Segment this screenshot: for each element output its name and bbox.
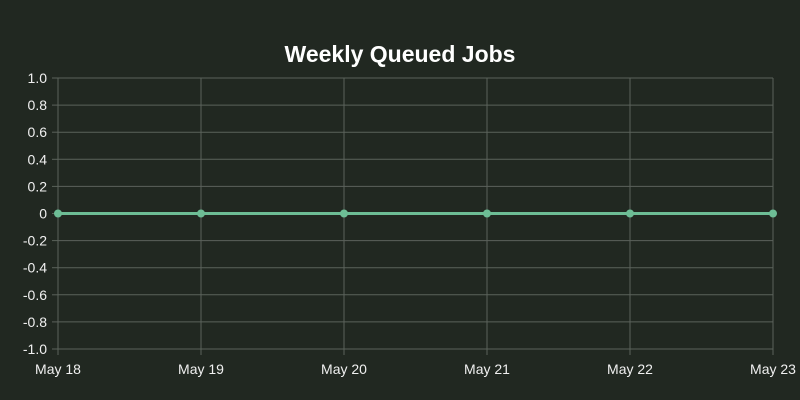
data-point bbox=[340, 209, 348, 218]
x-tick-label: May 22 bbox=[607, 361, 653, 377]
y-tick-label: -0.8 bbox=[23, 314, 47, 330]
x-tick-label: May 21 bbox=[464, 361, 510, 377]
data-point bbox=[626, 209, 634, 218]
series-layer bbox=[54, 209, 777, 218]
x-tick-label: May 18 bbox=[35, 361, 81, 377]
y-axis-ticks: 1.0 0.8 0.6 0.4 0.2 0 -0.2 -0.4 -0.6 -0.8 -1.0 bbox=[23, 70, 47, 357]
x-tick-label: May 19 bbox=[178, 361, 224, 377]
y-tick-label: -1.0 bbox=[23, 341, 47, 357]
y-tick-label: 0.8 bbox=[28, 97, 48, 113]
y-tick-label: -0.2 bbox=[23, 233, 47, 249]
data-point bbox=[54, 209, 62, 218]
data-point bbox=[197, 209, 205, 218]
data-point bbox=[483, 209, 491, 218]
x-axis-ticks: May 18 May 19 May 20 May 21 May 22 May 23 bbox=[35, 361, 796, 377]
y-tick-label: 0.6 bbox=[28, 124, 48, 140]
x-tick-label: May 20 bbox=[321, 361, 367, 377]
y-tick-label: -0.4 bbox=[23, 260, 47, 276]
y-tick-label: 1.0 bbox=[28, 70, 48, 86]
y-tick-label: 0 bbox=[39, 206, 47, 222]
y-tick-label: -0.6 bbox=[23, 287, 47, 303]
data-point bbox=[769, 209, 777, 218]
chart-title: Weekly Queued Jobs bbox=[285, 41, 516, 67]
y-tick-label: 0.2 bbox=[28, 178, 48, 194]
y-tick-label: 0.4 bbox=[28, 151, 48, 167]
x-tick-label: May 23 bbox=[750, 361, 796, 377]
grid-lines bbox=[52, 77, 774, 355]
